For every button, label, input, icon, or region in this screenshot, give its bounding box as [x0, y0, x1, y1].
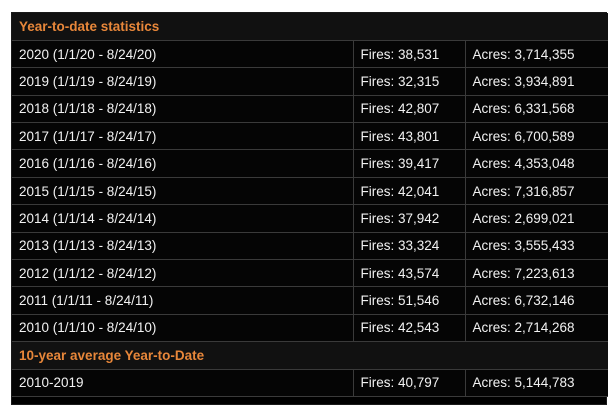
average-header-row: 10-year average Year-to-Date: [12, 341, 609, 370]
statistics-table: Year-to-date statistics 2020 (1/1/20 - 8…: [12, 13, 609, 397]
statistics-panel: Year-to-date statistics 2020 (1/1/20 - 8…: [11, 12, 609, 405]
acres-cell: Acres: 5,144,783: [464, 369, 609, 397]
fires-cell: Fires: 43,801: [352, 122, 465, 151]
acres-cell: Acres: 6,331,568: [464, 95, 609, 124]
fires-cell: Fires: 38,531: [352, 40, 465, 69]
period-cell: 2018 (1/1/18 - 8/24/18): [12, 95, 353, 124]
period-cell: 2010-2019: [12, 369, 353, 397]
table-row: 2017 (1/1/17 - 8/24/17) Fires: 43,801 Ac…: [12, 122, 609, 151]
period-cell: 2016 (1/1/16 - 8/24/16): [12, 149, 353, 178]
acres-cell: Acres: 7,316,857: [464, 177, 609, 206]
period-cell: 2014 (1/1/14 - 8/24/14): [12, 204, 353, 233]
table-row: 2013 (1/1/13 - 8/24/13) Fires: 33,324 Ac…: [12, 232, 609, 261]
table-row: 2020 (1/1/20 - 8/24/20) Fires: 38,531 Ac…: [12, 40, 609, 69]
ytd-header-row: Year-to-date statistics: [12, 13, 609, 41]
acres-cell: Acres: 6,732,146: [464, 286, 609, 315]
table-row: 2018 (1/1/18 - 8/24/18) Fires: 42,807 Ac…: [12, 95, 609, 124]
fires-cell: Fires: 42,041: [352, 177, 465, 206]
fires-cell: Fires: 42,807: [352, 95, 465, 124]
fires-cell: Fires: 39,417: [352, 149, 465, 178]
period-cell: 2020 (1/1/20 - 8/24/20): [12, 40, 353, 69]
acres-cell: Acres: 3,555,433: [464, 232, 609, 261]
fires-cell: Fires: 40,797: [352, 369, 465, 397]
period-cell: 2011 (1/1/11 - 8/24/11): [12, 286, 353, 315]
acres-cell: Acres: 2,714,268: [464, 314, 609, 343]
acres-cell: Acres: 2,699,021: [464, 204, 609, 233]
acres-cell: Acres: 4,353,048: [464, 149, 609, 178]
period-cell: 2013 (1/1/13 - 8/24/13): [12, 232, 353, 261]
period-cell: 2010 (1/1/10 - 8/24/10): [12, 314, 353, 343]
table-row: 2010-2019 Fires: 40,797 Acres: 5,144,783: [12, 369, 609, 397]
period-cell: 2017 (1/1/17 - 8/24/17): [12, 122, 353, 151]
fires-cell: Fires: 42,543: [352, 314, 465, 343]
fires-cell: Fires: 51,546: [352, 286, 465, 315]
fires-cell: Fires: 32,315: [352, 67, 465, 96]
table-row: 2019 (1/1/19 - 8/24/19) Fires: 32,315 Ac…: [12, 67, 609, 96]
period-cell: 2015 (1/1/15 - 8/24/15): [12, 177, 353, 206]
period-cell: 2019 (1/1/19 - 8/24/19): [12, 67, 353, 96]
period-cell: 2012 (1/1/12 - 8/24/12): [12, 259, 353, 288]
fires-cell: Fires: 33,324: [352, 232, 465, 261]
table-row: 2012 (1/1/12 - 8/24/12) Fires: 43,574 Ac…: [12, 259, 609, 288]
table-row: 2011 (1/1/11 - 8/24/11) Fires: 51,546 Ac…: [12, 286, 609, 315]
fires-cell: Fires: 37,942: [352, 204, 465, 233]
average-section-title: 10-year average Year-to-Date: [12, 341, 609, 370]
ytd-section-title: Year-to-date statistics: [12, 13, 609, 41]
table-row: 2016 (1/1/16 - 8/24/16) Fires: 39,417 Ac…: [12, 149, 609, 178]
table-row: 2010 (1/1/10 - 8/24/10) Fires: 42,543 Ac…: [12, 314, 609, 343]
acres-cell: Acres: 7,223,613: [464, 259, 609, 288]
table-row: 2014 (1/1/14 - 8/24/14) Fires: 37,942 Ac…: [12, 204, 609, 233]
acres-cell: Acres: 3,934,891: [464, 67, 609, 96]
acres-cell: Acres: 3,714,355: [464, 40, 609, 69]
acres-cell: Acres: 6,700,589: [464, 122, 609, 151]
fires-cell: Fires: 43,574: [352, 259, 465, 288]
table-row: 2015 (1/1/15 - 8/24/15) Fires: 42,041 Ac…: [12, 177, 609, 206]
